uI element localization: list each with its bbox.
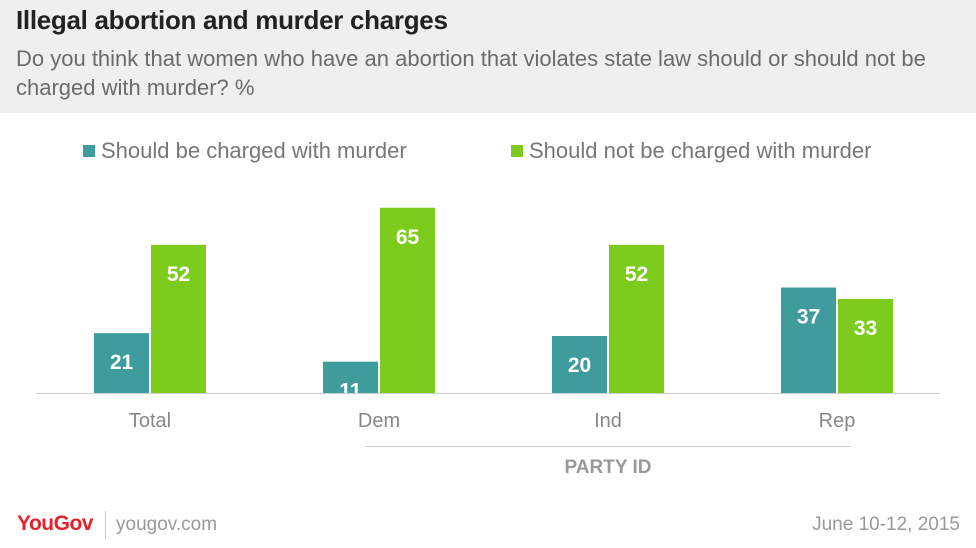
legend-swatch-charged xyxy=(83,145,95,157)
footer-divider xyxy=(105,511,106,539)
bar-rep-series-1 xyxy=(781,287,836,393)
bar-total-series-2 xyxy=(151,244,206,393)
data-label-rep-series-1: 37 xyxy=(797,306,820,329)
yougov-logo: YouGov xyxy=(17,512,93,535)
x-tick-label-total: Total xyxy=(129,410,171,432)
legend-item-not-charged: Should not be charged with murder xyxy=(511,137,871,165)
chart-subtitle: Do you think that women who have an abor… xyxy=(16,46,926,100)
bar-dem-series-1 xyxy=(323,361,378,393)
x-tick-label-dem: Dem xyxy=(358,410,400,432)
legend-label-charged: Should be charged with murder xyxy=(101,138,407,163)
legend-label-not-charged: Should not be charged with murder xyxy=(529,138,872,163)
header-band: Illegal abortion and murder charges Do y… xyxy=(0,0,976,113)
party-id-bracket-line xyxy=(365,446,851,447)
data-label-dem-series-1: 11 xyxy=(339,380,362,403)
data-label-ind-series-2: 52 xyxy=(625,263,648,286)
data-label-rep-series-2: 33 xyxy=(854,317,877,340)
data-label-ind-series-1: 20 xyxy=(568,354,591,377)
party-id-label: PARTY ID xyxy=(564,457,652,478)
bar-dem-series-2 xyxy=(380,207,435,393)
bar-ind-series-2 xyxy=(609,244,664,393)
bar-ind-series-1 xyxy=(552,336,607,393)
data-label-dem-series-2: 65 xyxy=(396,226,420,249)
bar-rep-series-2 xyxy=(838,298,893,393)
chart-title: Illegal abortion and murder charges xyxy=(16,5,448,35)
data-label-total-series-1: 21 xyxy=(110,351,134,374)
x-tick-label-rep: Rep xyxy=(819,410,856,432)
footer-site-link[interactable]: yougov.com xyxy=(116,514,218,535)
footer-date: June 10-12, 2015 xyxy=(812,514,960,535)
bar-total-series-1 xyxy=(94,333,149,393)
data-label-total-series-2: 52 xyxy=(167,263,190,286)
legend-item-charged: Should be charged with murder xyxy=(83,137,407,165)
legend-swatch-not-charged xyxy=(511,145,523,157)
x-tick-label-ind: Ind xyxy=(594,410,622,432)
